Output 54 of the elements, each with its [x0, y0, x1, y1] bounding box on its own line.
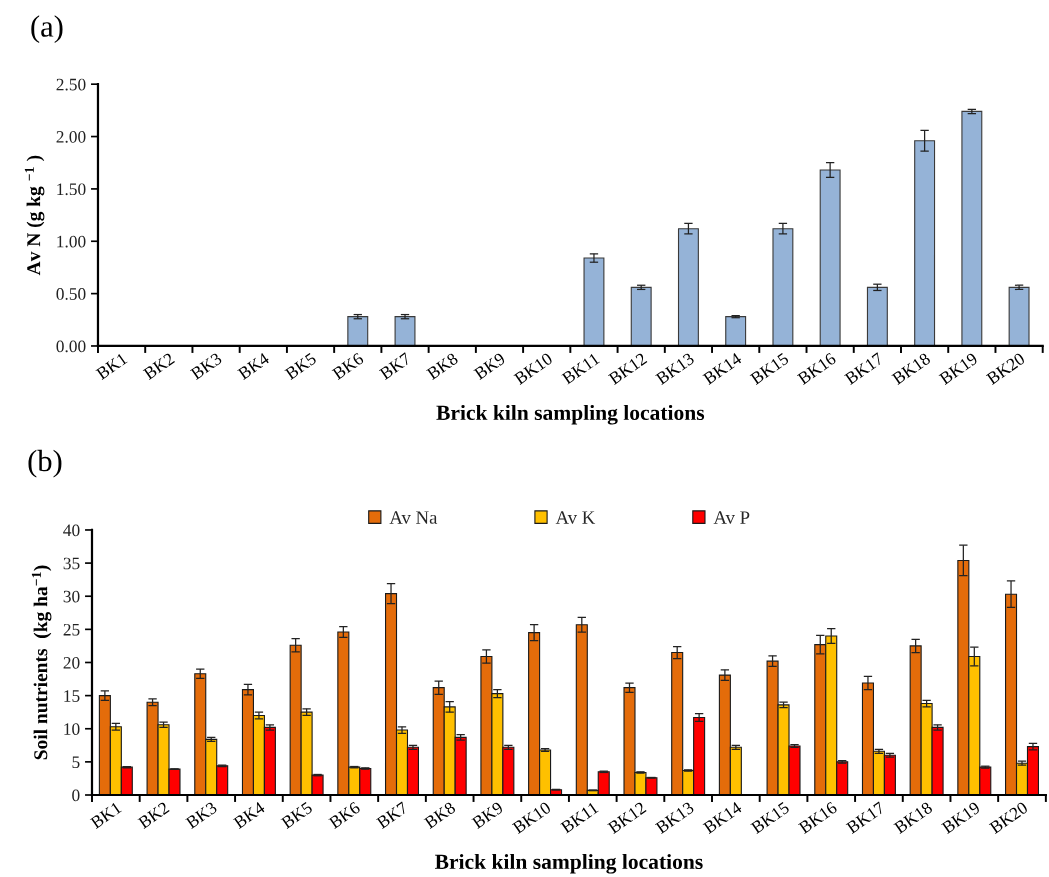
x-tick-label: BK1 [89, 801, 122, 829]
y-tick-label: 2.00 [56, 131, 86, 143]
x-tick-label: BK8 [423, 801, 457, 830]
x-tick-label: BK2 [137, 801, 170, 829]
y-axis-title: Soil nutrients (kg ha$^{−1}$) [31, 565, 52, 760]
x-tick-label: BK3 [185, 801, 218, 830]
x-tick-label: BK7 [375, 801, 409, 829]
bar [866, 286, 888, 346]
x-axis-title: Brick kiln sampling locations [436, 404, 705, 425]
bar [914, 140, 936, 346]
x-tick-label: BK3 [189, 352, 223, 381]
y-tick-label: 1.50 [57, 183, 86, 196]
bar [725, 316, 747, 346]
chart-title: (a) [31, 15, 63, 44]
bar [1008, 286, 1030, 346]
y-tick-label: 2.50 [56, 78, 86, 91]
y-tick-label: 40 [63, 524, 80, 537]
y-tick-label: 25 [63, 623, 80, 636]
y-tick-label: 10 [64, 723, 80, 735]
bar [961, 110, 983, 346]
y-tick-label: 35 [63, 557, 80, 570]
y-tick-label: 30 [63, 590, 80, 603]
x-tick-label: BK5 [280, 801, 314, 830]
bar [394, 316, 416, 346]
y-tick-label: 1.00 [57, 235, 86, 248]
y-tick-label: 0.00 [56, 340, 86, 353]
bar [677, 228, 699, 346]
chart-title: (b) [28, 449, 62, 478]
legend-label: Av P [713, 511, 750, 524]
x-tick-label: BK2 [142, 352, 175, 380]
legend-label: Av Na [389, 511, 438, 524]
x-tick-label: BK7 [378, 352, 412, 380]
bar [583, 257, 605, 346]
bar [819, 169, 841, 346]
y-tick-label: 5 [72, 756, 80, 769]
legend-label: Av K [555, 511, 596, 524]
x-tick-label: BK5 [284, 352, 317, 381]
y-axis-title: Av N (g kg $^{−1}$ ) [24, 155, 45, 276]
x-tick-label: BK8 [426, 352, 459, 381]
x-tick-label: BK6 [331, 352, 365, 381]
x-tick-label: BK6 [328, 801, 361, 830]
x-tick-label: BK9 [471, 801, 504, 830]
bar [772, 228, 794, 346]
bar [347, 316, 369, 346]
y-tick-label: 0.50 [56, 288, 86, 300]
x-tick-label: BK4 [237, 352, 271, 380]
x-axis-title: Brick kiln sampling locations [435, 853, 703, 874]
y-tick-label: 0 [72, 789, 80, 802]
x-tick-label: BK4 [232, 801, 266, 829]
bar [630, 286, 652, 346]
x-tick-label: BK9 [473, 352, 506, 381]
y-tick-label: 15 [64, 690, 80, 702]
y-tick-label: 20 [63, 656, 80, 669]
x-tick-label: BK1 [95, 352, 128, 380]
